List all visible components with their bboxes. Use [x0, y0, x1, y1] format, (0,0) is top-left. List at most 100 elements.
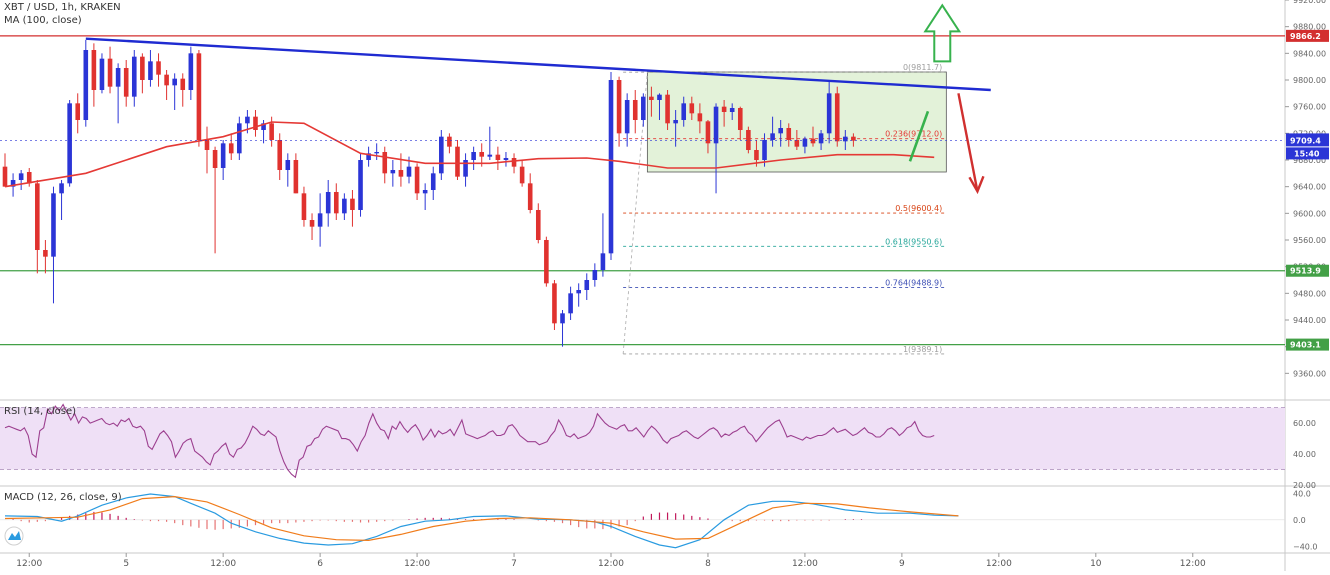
time-axis-tick-label: 12:00 [404, 559, 430, 569]
candle-bear [737, 108, 743, 130]
countdown-tag [1286, 147, 1329, 160]
candle-bear [196, 53, 202, 141]
symbol-title: XBT / USD, 1h, KRAKEN [4, 2, 121, 13]
time-axis-tick-label: 12:00 [1180, 559, 1206, 569]
candle-bear [616, 80, 622, 134]
candle-bull [592, 270, 598, 280]
price-axis-tick-label: 9360.00 [1293, 369, 1326, 378]
candle-bear [228, 143, 234, 154]
price-axis-tick-label: 9880.00 [1293, 23, 1326, 32]
down-arrow-icon [957, 93, 979, 192]
price-axis-tick-label: 9680.00 [1293, 156, 1326, 165]
candle-bull [681, 103, 687, 120]
candle-bear [665, 94, 670, 124]
current-price-label: 9709.4 [1290, 136, 1321, 145]
candle-bull [762, 140, 767, 160]
candle-bull [261, 123, 266, 130]
candle-bull [172, 78, 177, 86]
candle-bear [632, 100, 638, 120]
candle-bull [285, 160, 291, 170]
candle-bear [2, 166, 8, 187]
rsi-axis-tick-label: 20.00 [1293, 481, 1316, 490]
candle-bull [188, 53, 194, 90]
rsi-line [4, 403, 935, 479]
price-axis-tick-label: 9440.00 [1293, 316, 1326, 325]
candle-bear [527, 183, 533, 210]
candle-bear [123, 68, 129, 97]
candle-bear [43, 250, 48, 257]
candle-bull [83, 50, 89, 120]
support-price-tag-label: 9513.9 [1290, 267, 1321, 276]
candle-bull [843, 136, 848, 142]
candle-bear [293, 160, 299, 194]
candle-bear [794, 140, 800, 147]
time-axis-tick-label: 6 [317, 559, 323, 569]
candle-bull [10, 180, 16, 187]
candle-bear [834, 93, 840, 142]
candle-bull [624, 100, 630, 134]
candle-bear [786, 128, 792, 140]
candle-bull [325, 192, 331, 214]
candle-bull [374, 152, 379, 154]
candle-bull [600, 253, 606, 270]
rsi-band [0, 407, 1285, 470]
candle-bear [455, 146, 460, 177]
ma-label: MA (100, close) [4, 15, 82, 26]
candle-bull [818, 133, 824, 144]
candle-bull [406, 166, 412, 177]
candle-bull [463, 160, 468, 177]
consolidation-box [646, 71, 947, 173]
time-axis-tick-label: 9 [899, 559, 905, 569]
fib-level-label: 0.236(9712.0) [885, 130, 942, 139]
fib-level-label: 0.618(9550.6) [885, 237, 942, 246]
candle-bull [487, 154, 493, 157]
support-price-tag-label: 9403.1 [1290, 341, 1321, 350]
candle-bull [366, 153, 371, 160]
fib-level-label: 1(9389.1) [903, 345, 942, 354]
candle-bear [511, 158, 517, 167]
candle-bear [746, 130, 751, 150]
time-axis-tick-label: 12:00 [210, 559, 236, 569]
candle-bull [390, 170, 396, 174]
big-up-arrow-icon [923, 3, 962, 63]
candle-bull [59, 183, 64, 194]
candle-bull [471, 152, 476, 160]
candle-bull [237, 123, 242, 154]
macd-axis-tick-label: 40.0 [1293, 489, 1311, 498]
down-arrow-head-icon [968, 175, 985, 195]
candle-bear [649, 96, 654, 100]
price-axis-tick-label: 9480.00 [1293, 289, 1326, 298]
candle-bull [802, 138, 808, 147]
time-axis-tick-label: 12:00 [792, 559, 818, 569]
candle-bear [204, 140, 210, 150]
countdown-label: 15:40 [1294, 149, 1320, 158]
candle-bear [697, 113, 703, 122]
candle-bear [75, 103, 81, 120]
rsi-axis-tick-label: 60.00 [1293, 419, 1316, 428]
resistance-price-tag-label: 9866.2 [1290, 32, 1321, 41]
candle-bull [51, 193, 56, 257]
price-axis-tick-label: 9640.00 [1293, 183, 1326, 192]
candle-bull [220, 143, 226, 168]
rsi-axis-tick-label: 40.00 [1293, 450, 1316, 459]
candle-bull [560, 313, 565, 324]
candle-bull [342, 198, 347, 214]
candle-bear [164, 74, 169, 86]
fib-level-label: 0.764(9488.9) [885, 278, 942, 287]
time-axis-tick-label: 5 [123, 559, 129, 569]
candle-bear [269, 123, 274, 140]
candle-bull [99, 58, 105, 90]
candle-bull [439, 136, 444, 174]
candle-bear [350, 198, 355, 210]
candle-bear [156, 61, 161, 75]
candle-bear [754, 150, 759, 160]
signal-line [4, 495, 959, 542]
candle-bear [301, 193, 307, 220]
candle-bull [115, 68, 121, 87]
macd-line [4, 493, 959, 549]
candle-bear [277, 140, 283, 170]
time-axis-tick-label: 10 [1090, 559, 1102, 569]
candle-bull [67, 103, 72, 184]
